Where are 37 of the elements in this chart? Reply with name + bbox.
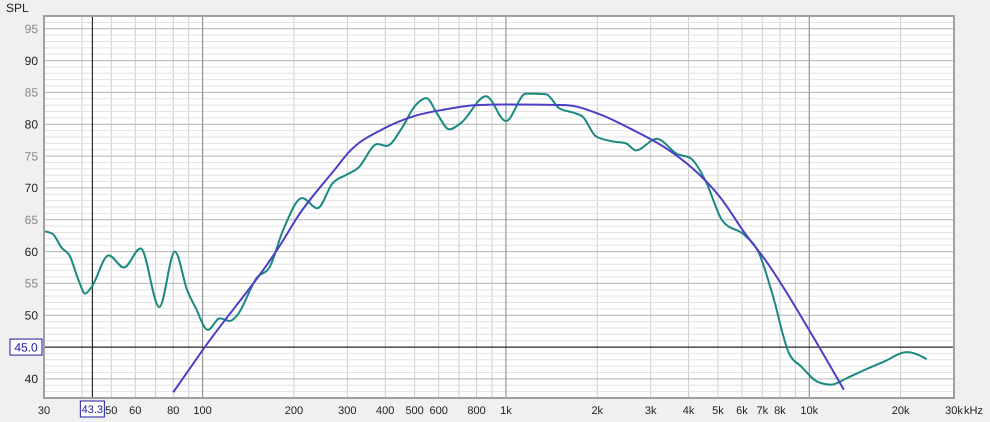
- x-tick-label: 50: [105, 405, 118, 417]
- x-tick-label: 500: [405, 405, 424, 417]
- y-tick-label: 90: [24, 54, 38, 68]
- x-tick-label: 4k: [682, 405, 695, 417]
- x-tick-label: 100: [193, 405, 212, 417]
- y-tick-label: 65: [24, 212, 38, 227]
- ref-line-label: 45.0: [14, 340, 38, 354]
- x-axis-title: kHz: [964, 405, 983, 417]
- y-tick-label: 85: [24, 86, 38, 100]
- x-tick-label: 30: [38, 405, 50, 417]
- x-tick-label: 2k: [591, 405, 604, 417]
- y-tick-label: 60: [24, 244, 38, 259]
- ref-line-label: 43.3: [82, 404, 104, 416]
- x-tick-label: 20k: [892, 405, 910, 417]
- x-tick-label: 6k: [736, 405, 748, 417]
- y-tick-label: 80: [24, 117, 38, 132]
- x-tick-label: 800: [467, 405, 486, 417]
- x-tick-label: 10k: [800, 405, 819, 417]
- x-tick-label: 60: [129, 405, 142, 417]
- y-tick-label: 70: [24, 181, 38, 196]
- x-tick-label: 7k: [756, 405, 769, 417]
- y-tick-label: 55: [24, 276, 38, 291]
- y-tick-label: 40: [24, 372, 38, 386]
- y-axis-title: SPL: [6, 1, 30, 15]
- x-tick-label: 30k: [945, 405, 964, 417]
- x-tick-label: 8k: [774, 405, 786, 417]
- y-tick-label: 95: [24, 22, 38, 36]
- x-tick-label: 400: [376, 405, 394, 417]
- y-tick-label: 50: [24, 308, 38, 322]
- y-tick-label: 75: [24, 149, 38, 164]
- x-tick-label: 600: [429, 405, 448, 417]
- x-tick-label: 200: [284, 405, 304, 417]
- x-tick-label: 80: [167, 405, 180, 417]
- x-tick-label: 5k: [712, 405, 724, 417]
- x-tick-label: 300: [338, 405, 357, 417]
- x-tick-label: 3k: [644, 405, 657, 417]
- x-tick-label: 1k: [500, 405, 512, 417]
